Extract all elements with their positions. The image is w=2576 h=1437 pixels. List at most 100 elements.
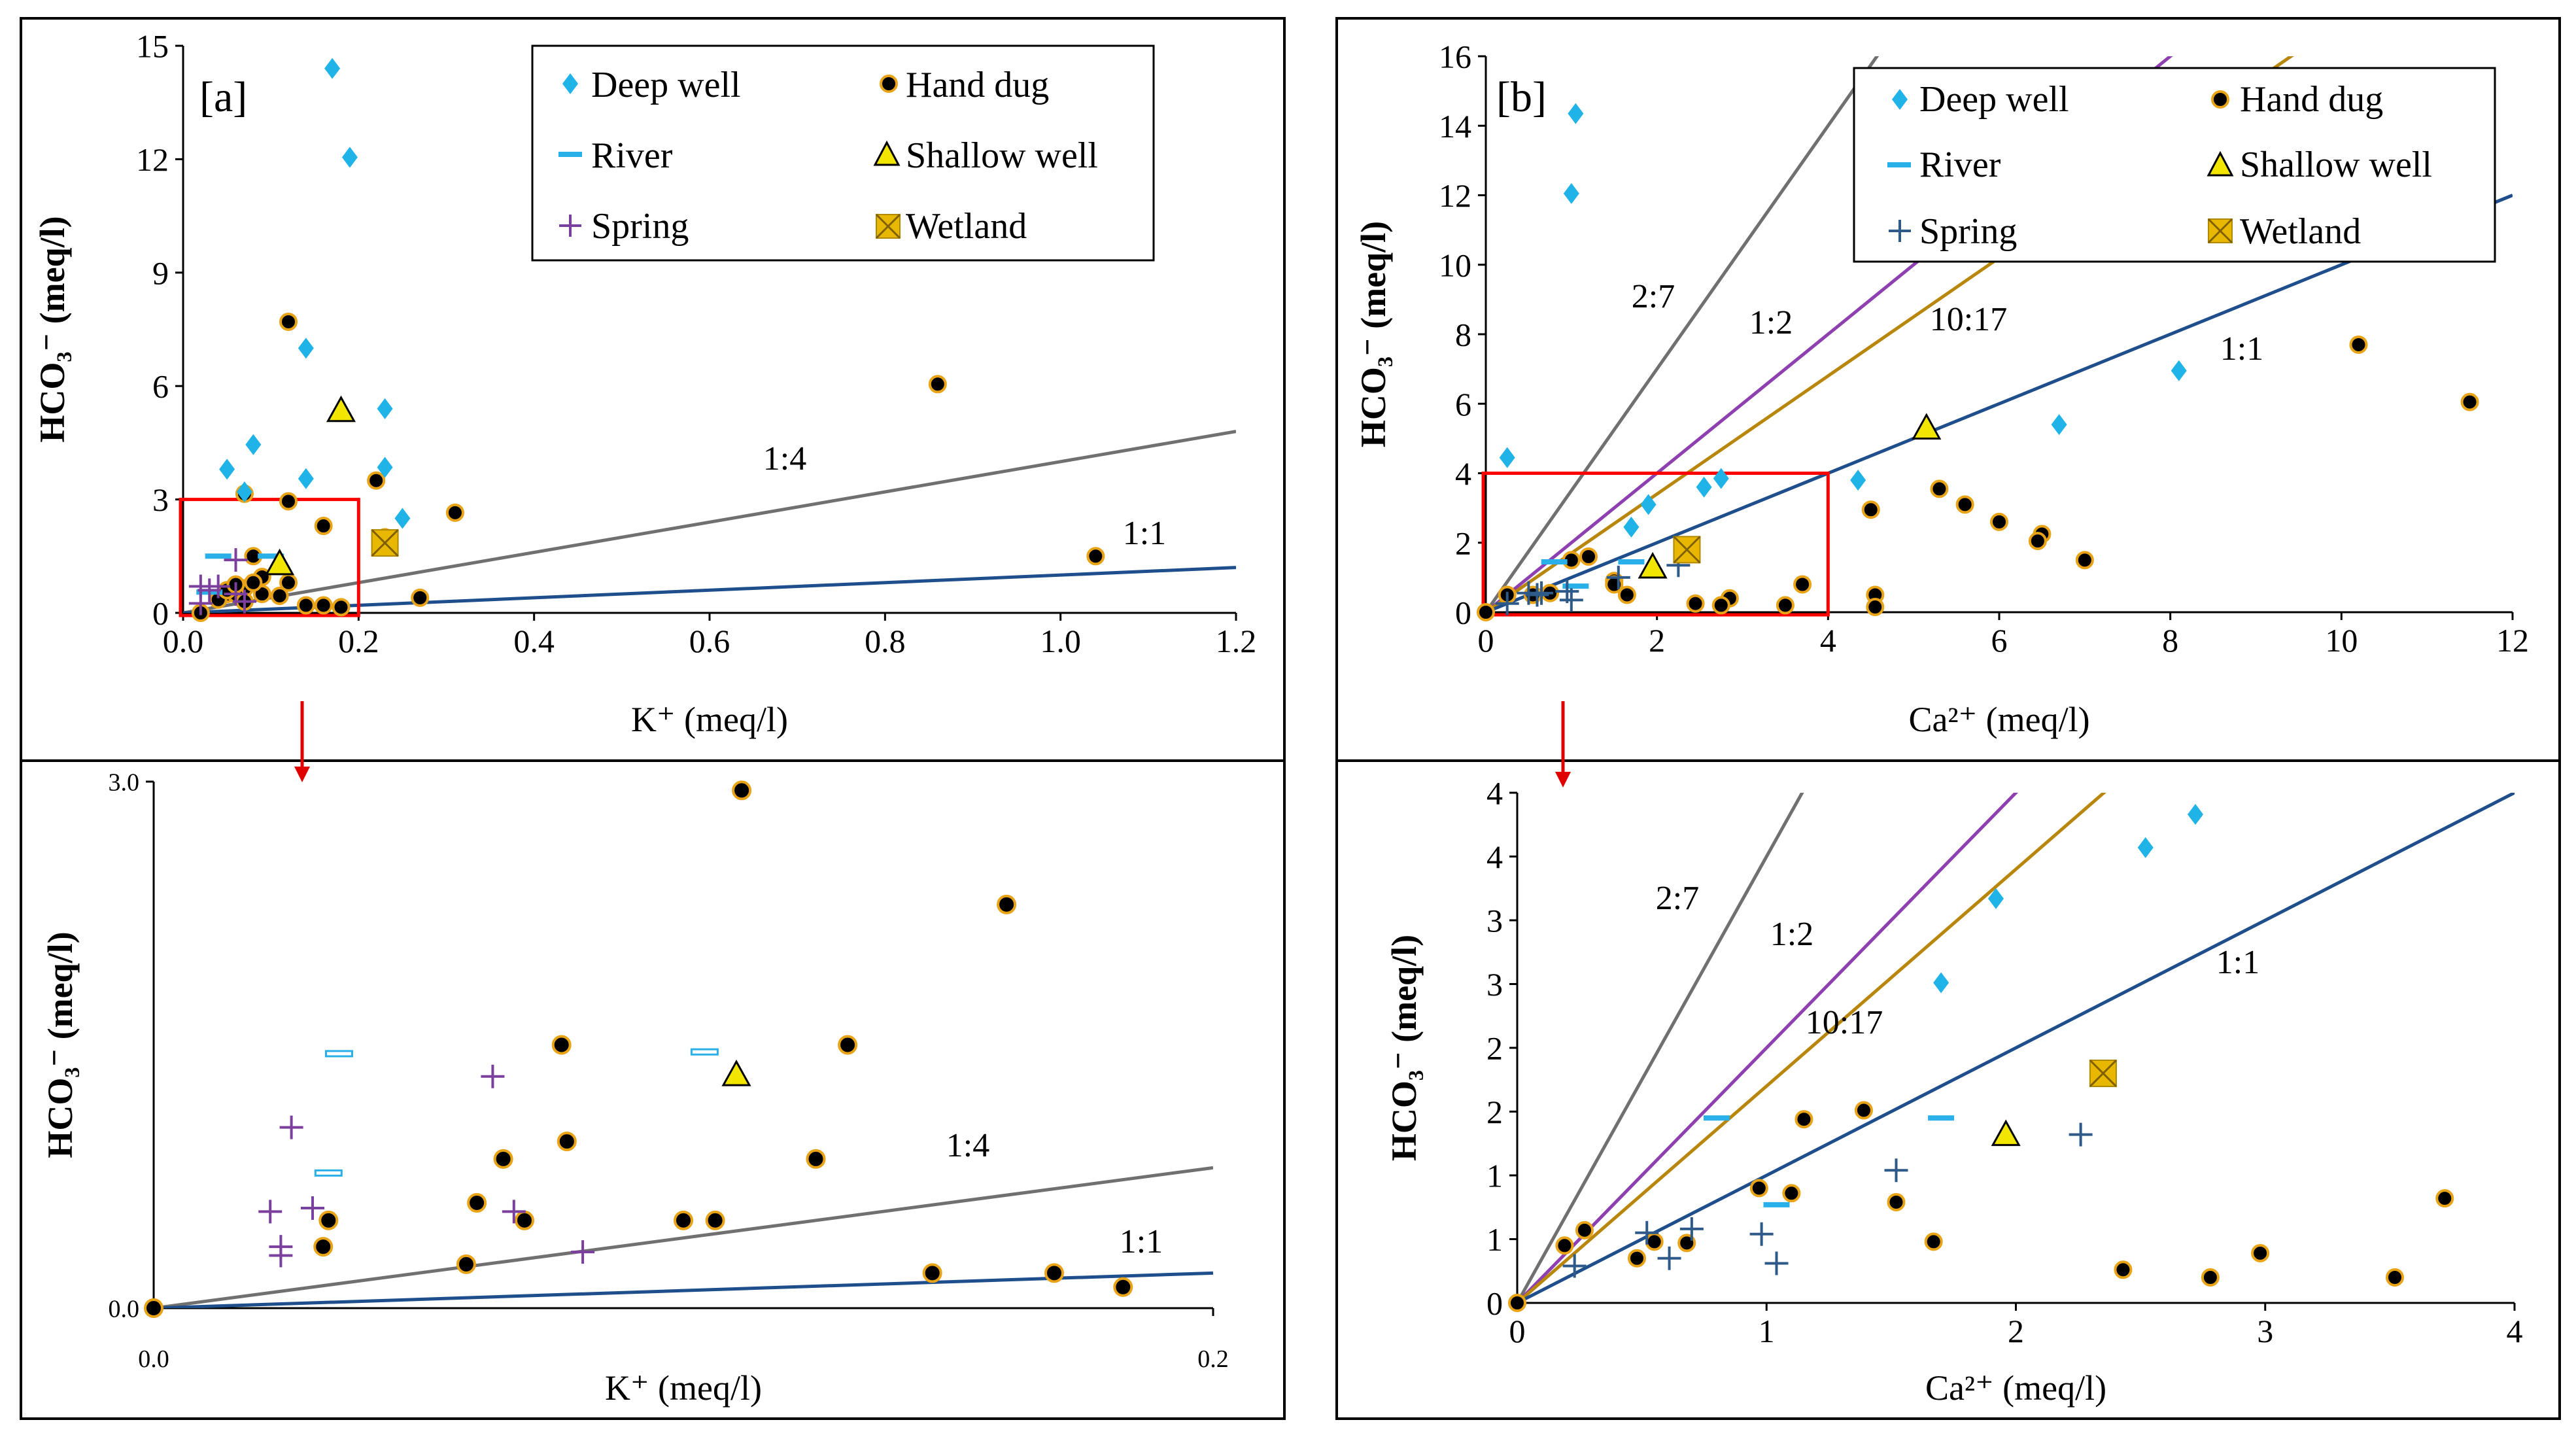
hand-dug-point (411, 588, 430, 607)
deep-well-point (219, 459, 235, 480)
ratio-line-label: 1:1 (2216, 944, 2259, 981)
hand-dug-point (2075, 551, 2094, 570)
deep-well-point (1640, 494, 1657, 515)
y-tick-label: 4 (1486, 775, 1503, 812)
x-tick-label: 0.0 (138, 1345, 169, 1373)
panel-b-label: [b] (1496, 73, 1547, 121)
y-tick-label: 10 (1439, 247, 1471, 283)
legend-b-shallow-text: Shallow well (2240, 145, 2432, 185)
y-axis-label: HCO₃⁻ (meq/l) (1384, 935, 1424, 1161)
y-tick-label: 3 (1486, 903, 1503, 939)
hand-dug-point (2251, 1243, 2270, 1262)
legend-b-box (1853, 67, 2496, 263)
y-tick-label: 3.0 (109, 769, 140, 796)
ratio-line-label: 1:1 (1123, 515, 1166, 552)
legend-b-spring-text: Spring (1919, 211, 2017, 252)
x-tick-label: 1 (1759, 1313, 1775, 1349)
wetland-point (1673, 536, 1701, 564)
hand-dug-point (732, 780, 752, 801)
deep-well-point (298, 468, 314, 489)
hand-dug-point (557, 1132, 577, 1152)
shallow-well-point (1912, 413, 1942, 440)
scatter-plot-a: 0.0 0.2 0.4 0.6 0.8 1.0 1.2 0 3 6 9 12 15 K⁺ (meq/l) H… (33, 28, 1256, 740)
shallow-well-point (721, 1060, 751, 1086)
x-tick-label: 0.8 (865, 623, 906, 659)
spring-point (258, 1200, 283, 1224)
y-tick-label: 15 (136, 28, 169, 65)
y-tick-label: 2 (1486, 1030, 1503, 1067)
hand-dug-point (674, 1210, 693, 1230)
ratio-line-label: 1:1 (2220, 330, 2263, 368)
spring-point (188, 591, 213, 615)
y-tick-label: 16 (1439, 39, 1471, 75)
deep-well-point (2051, 414, 2067, 436)
ratio-line-label: 10:17 (1930, 301, 2007, 338)
x-tick-label: 1.2 (1216, 623, 1257, 659)
hand-dug-point (1924, 1232, 1943, 1251)
deep-well-point (245, 434, 262, 455)
hand-dug-point (1645, 1232, 1664, 1251)
legend-a-deep-text: Deep well (591, 65, 741, 105)
spring-point (1525, 583, 1549, 607)
zoom-arrow-a (294, 701, 310, 782)
x-tick-label: 1.0 (1040, 623, 1081, 659)
y-tick-label: 8 (1455, 317, 1471, 353)
x-axis-label: K⁺ (meq/l) (631, 700, 788, 739)
x-tick-label: 3 (2257, 1313, 2273, 1349)
hand-dug-point (1793, 575, 1812, 594)
hand-dug-point (1955, 495, 1974, 514)
ratio-line-label: 2:7 (1632, 278, 1675, 315)
hand-dug-point (515, 1210, 534, 1230)
ratio-line-label: 1:1 (1120, 1223, 1163, 1260)
hand-dug-point (332, 598, 351, 617)
hand-dug-point (493, 1149, 513, 1169)
spring-point (269, 1235, 293, 1259)
spring-point (502, 1200, 526, 1224)
y-tick-label: 4 (1486, 839, 1503, 875)
hand-dug-point (244, 573, 263, 592)
x-axis-label: Ca²⁺ (meq/l) (1925, 1368, 2106, 1408)
deep-well-point (377, 398, 393, 419)
hand-dug-point (318, 1210, 339, 1230)
zoom-highlight-box (1481, 472, 1830, 617)
legend-b-shallow-marker (2207, 150, 2234, 177)
ratio-line-1-1 (1486, 194, 2513, 612)
y-tick-label: 0 (1455, 595, 1471, 631)
y-tick-label: 9 (152, 254, 169, 291)
legend-a-shallow-marker (873, 140, 901, 166)
legend-b-hand-text: Hand dug (2240, 79, 2383, 120)
hand-dug-point (1086, 547, 1105, 566)
spring-point (224, 548, 248, 572)
hand-dug-point (838, 1035, 858, 1055)
y-tick-label: 6 (1455, 386, 1471, 423)
hand-dug-point (2114, 1260, 2133, 1279)
legend-b-wetland-marker (2207, 218, 2233, 244)
ratio-line-label: 1:4 (946, 1127, 989, 1164)
x-tick-label: 0.2 (338, 623, 379, 659)
deep-well-point (324, 58, 341, 79)
legend-a-box (531, 44, 1155, 262)
hand-dug-point (551, 1035, 572, 1055)
hand-dug-point (1555, 1236, 1574, 1255)
panel-b-zoom-frame (1335, 759, 2561, 1420)
legend-b-hand-marker (2211, 90, 2229, 109)
x-tick-label: 2 (2008, 1313, 2024, 1349)
legend-a-deep-marker (562, 73, 578, 94)
spring-point (1562, 1254, 1587, 1278)
ratio-line-1-4 (154, 1166, 1213, 1308)
hand-dug-point (367, 471, 386, 490)
hand-dug-point (1711, 596, 1730, 615)
deep-well-point (1933, 972, 1949, 994)
hand-dug-point (1617, 585, 1636, 604)
wetland-point (371, 529, 399, 557)
hand-dug-point (270, 586, 289, 605)
deep-well-point (377, 457, 393, 478)
shallow-well-point (1991, 1119, 2021, 1147)
spring-point (206, 574, 230, 598)
hand-dug-point (1508, 1294, 1526, 1312)
x-tick-label: 0 (1509, 1313, 1526, 1349)
hand-dug-point (1887, 1192, 1906, 1211)
legend-a-wetland-text: Wetland (906, 206, 1027, 247)
y-tick-label: 14 (1439, 108, 1471, 145)
legend-a-spring-marker (559, 215, 581, 237)
